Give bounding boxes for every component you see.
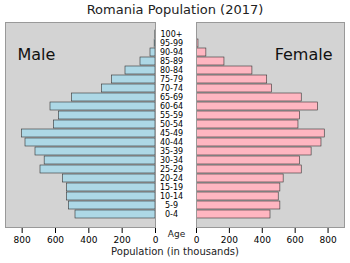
html-text:Population (in thousands): Population (in thousands) [111, 246, 239, 257]
svg-text:70-74: 70-74 [160, 84, 183, 93]
svg-text:15-19: 15-19 [160, 183, 183, 192]
svg-text:600: 600 [287, 235, 304, 245]
svg-text:5-9: 5-9 [165, 201, 178, 210]
svg-text:400: 400 [254, 235, 271, 245]
svg-text:25-29: 25-29 [160, 165, 183, 174]
svg-text:0: 0 [194, 235, 200, 245]
svg-text:60-64: 60-64 [160, 102, 183, 111]
svg-text:50-54: 50-54 [160, 120, 183, 129]
svg-text:85-89: 85-89 [160, 57, 183, 66]
svg-text:40-44: 40-44 [160, 138, 183, 147]
svg-text:35-39: 35-39 [160, 147, 183, 156]
svg-text:65-69: 65-69 [160, 93, 183, 102]
svg-text:0-4: 0-4 [165, 210, 178, 219]
html-text:Romania Population (2017): Romania Population (2017) [86, 2, 264, 17]
svg-text:80-84: 80-84 [160, 66, 183, 75]
svg-text:90-94: 90-94 [160, 48, 183, 57]
svg-text:Age: Age [168, 229, 186, 239]
svg-text:100+: 100+ [161, 30, 183, 39]
svg-text:Female: Female [275, 45, 333, 64]
svg-text:10-14: 10-14 [160, 192, 183, 201]
svg-text:600: 600 [47, 235, 64, 245]
svg-text:55-59: 55-59 [160, 111, 183, 120]
svg-text:45-49: 45-49 [160, 129, 183, 138]
svg-text:800: 800 [319, 235, 336, 245]
svg-text:800: 800 [14, 235, 31, 245]
svg-text:20-24: 20-24 [160, 174, 183, 183]
svg-text:95-99: 95-99 [160, 39, 183, 48]
svg-text:0: 0 [153, 235, 159, 245]
svg-text:400: 400 [80, 235, 97, 245]
svg-text:Male: Male [18, 45, 56, 64]
svg-text:30-34: 30-34 [160, 156, 183, 165]
svg-text:200: 200 [114, 235, 131, 245]
svg-text:75-79: 75-79 [160, 75, 183, 84]
svg-text:200: 200 [221, 235, 238, 245]
